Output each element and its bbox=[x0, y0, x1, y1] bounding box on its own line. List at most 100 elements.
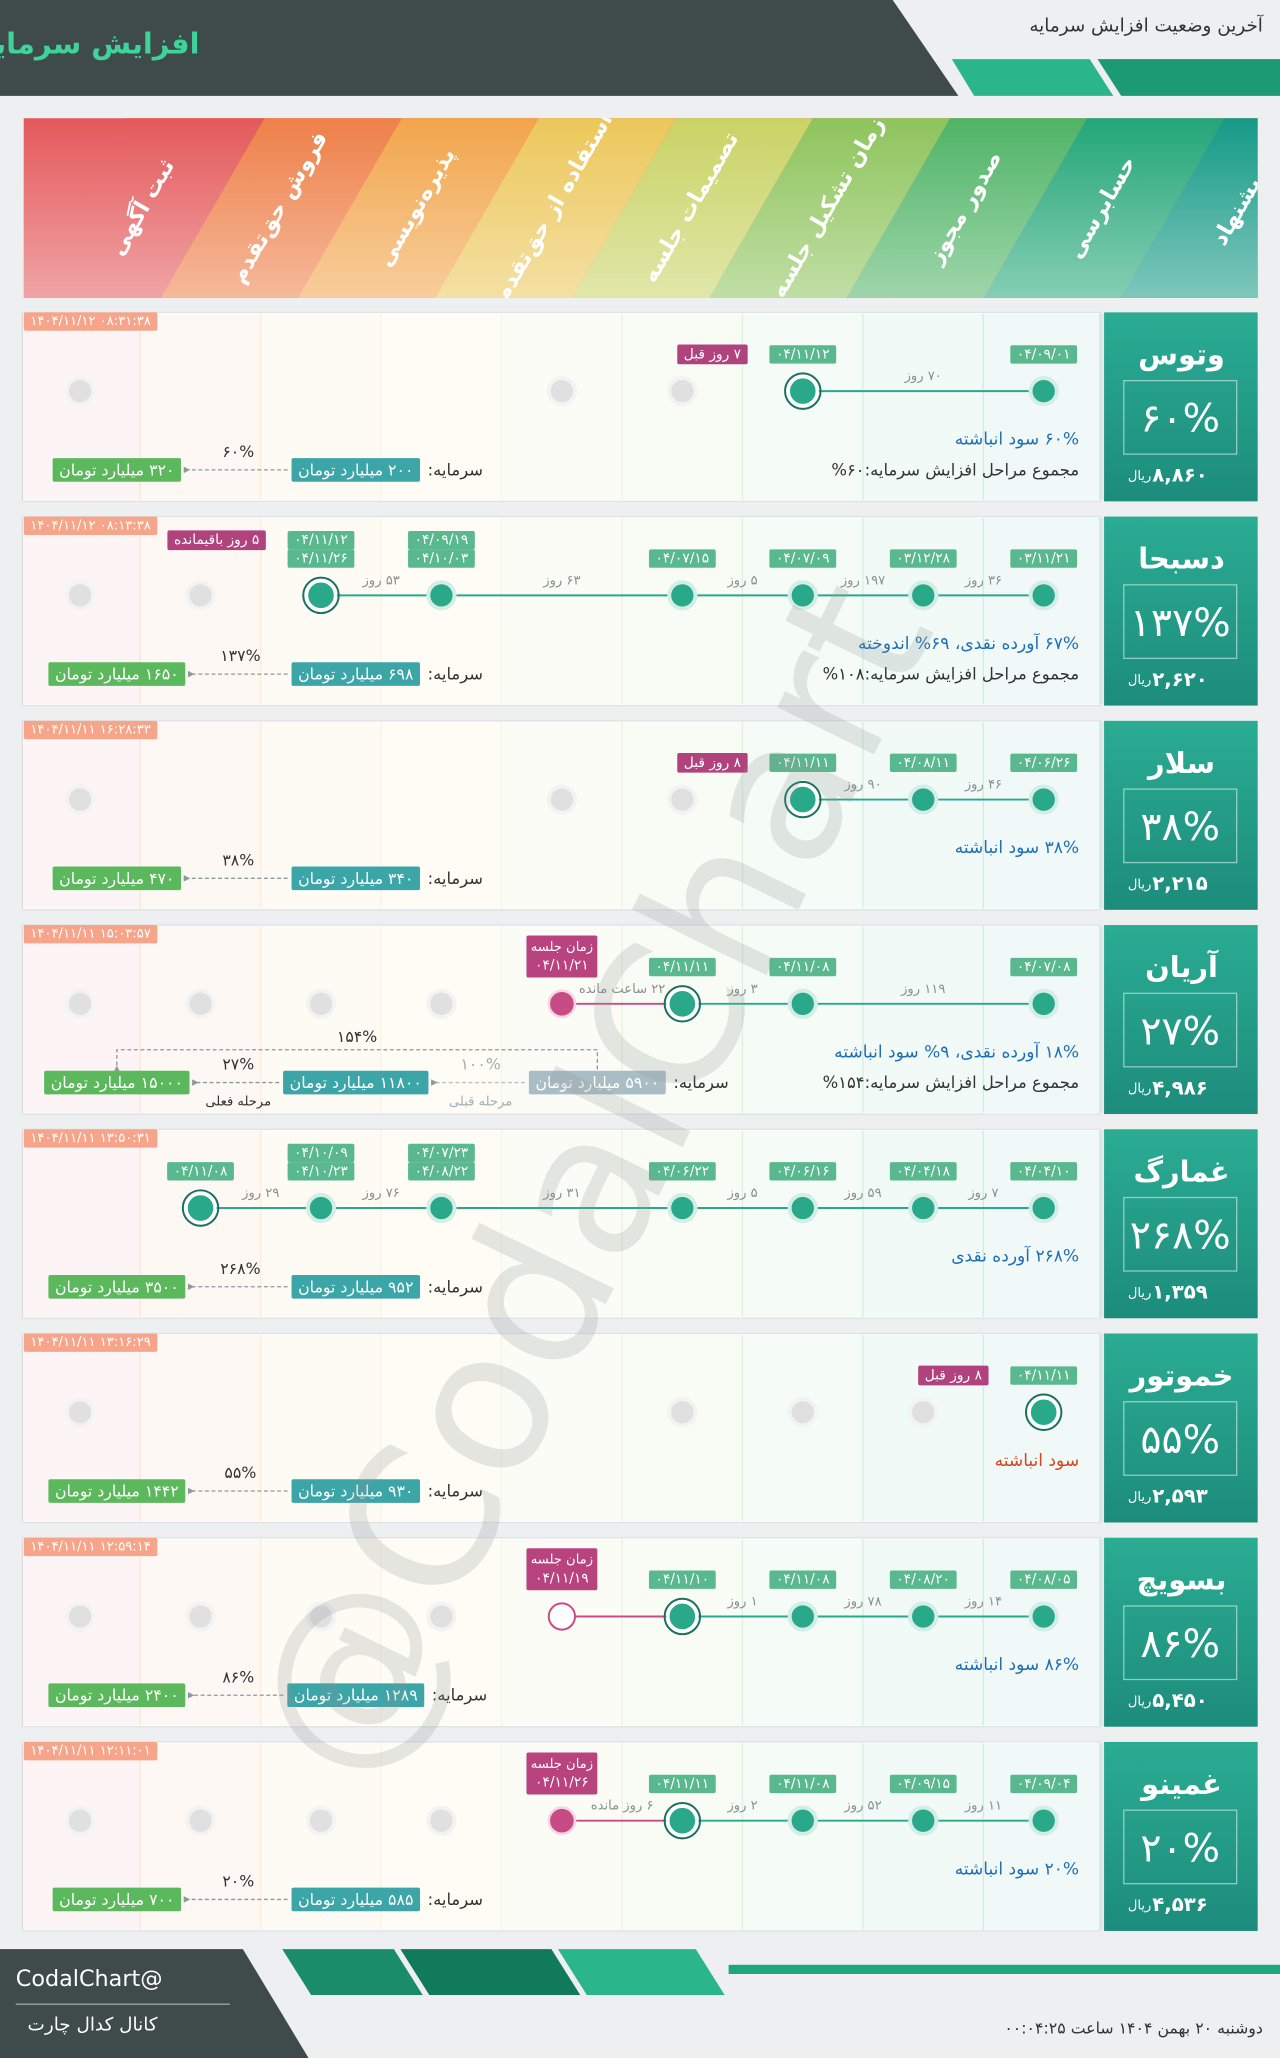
capital-increase: ۲۶۸% bbox=[220, 1259, 260, 1278]
meeting-box bbox=[526, 1752, 598, 1795]
date-label: ۰۴/۱۱/۱۱ bbox=[656, 959, 710, 975]
capital-amount-group: ۶۹۸ میلیارد تومان bbox=[291, 662, 421, 686]
date-label-box bbox=[648, 957, 716, 977]
date-label-box bbox=[769, 1774, 837, 1794]
meeting-date: ۰۴/۱۱/۲۶ bbox=[535, 1775, 589, 1791]
node-pending bbox=[64, 784, 96, 815]
date-label-box bbox=[889, 1774, 957, 1794]
price-unit: ریال bbox=[1128, 1490, 1152, 1505]
side-panel bbox=[1104, 1537, 1258, 1727]
node-done bbox=[908, 1192, 939, 1224]
capital-amount-group: ۱۴۴۲ میلیارد تومان bbox=[48, 1479, 186, 1503]
capital-amount: ۱۴۴۲ میلیارد تومان bbox=[55, 1482, 179, 1502]
date-label-box bbox=[408, 1162, 475, 1181]
node-pending bbox=[667, 784, 698, 815]
date-label-group: ۰۴/۱۱/۱۱ bbox=[648, 957, 716, 977]
date-label-group: ۰۴/۱۱/۱۰ bbox=[648, 1570, 716, 1589]
row-column-tint bbox=[621, 1130, 743, 1317]
capital-increase: ۸۶% bbox=[222, 1667, 254, 1686]
description: ۶۰% سود انباشته bbox=[955, 430, 1079, 450]
days-label: ۱۴ روز bbox=[964, 1595, 1002, 1610]
price-unit: ریال bbox=[1128, 1694, 1152, 1709]
capital-note: مرحله فعلی bbox=[205, 1095, 271, 1110]
node-pending bbox=[305, 1805, 337, 1836]
date-label: ۰۳/۱۱/۲۱ bbox=[1017, 551, 1071, 567]
timestamp-box bbox=[23, 1129, 158, 1148]
company-name: خموتور bbox=[1128, 1359, 1234, 1393]
capital-amount-box bbox=[48, 1683, 186, 1708]
date-label-box bbox=[889, 549, 957, 568]
node-pending bbox=[787, 1397, 818, 1428]
node-done bbox=[1028, 1805, 1059, 1836]
capital-amount-box bbox=[48, 1479, 186, 1503]
node-done bbox=[908, 784, 939, 815]
status-badge-box bbox=[677, 344, 748, 365]
footer-date: دوشنبه ۲۰ بهمن ۱۴۰۴ ساعت ۰۰:۰۴:۲۵ bbox=[1004, 2018, 1263, 2038]
row-column-tint bbox=[742, 926, 863, 1113]
timestamp: ۱۴۰۴/۱۱/۱۱ ۱۶:۲۸:۳۳ bbox=[30, 723, 150, 738]
node-done bbox=[426, 1192, 457, 1224]
date-label-box bbox=[1010, 549, 1078, 568]
date-label-group: ۰۴/۱۱/۲۶ bbox=[287, 549, 355, 568]
capital-amount-box bbox=[291, 458, 421, 482]
meeting-date: ۰۴/۱۱/۲۱ bbox=[535, 958, 589, 974]
row-column-tint bbox=[742, 1334, 863, 1522]
node-done bbox=[1028, 1601, 1059, 1632]
days-label: ۳ روز bbox=[726, 982, 757, 997]
date-label-box bbox=[889, 753, 957, 773]
node-pending bbox=[305, 1601, 337, 1632]
node-done bbox=[305, 1192, 337, 1224]
capital-amount: ۱۵۰۰۰ میلیارد تومان bbox=[51, 1073, 183, 1093]
side-panel bbox=[1104, 516, 1258, 706]
side-panel bbox=[1104, 720, 1258, 910]
date-label: ۰۳/۱۲/۲۸ bbox=[896, 551, 950, 567]
days-label: ۱۱ روز bbox=[964, 1799, 1002, 1814]
capital-note: مرحله قبلی bbox=[449, 1095, 512, 1110]
date-label-box bbox=[769, 1162, 837, 1181]
node-pending bbox=[64, 580, 96, 611]
capital-amount-box bbox=[291, 866, 421, 891]
days-label: ۱۹۷ روز bbox=[840, 573, 885, 588]
date-label-box bbox=[167, 1162, 234, 1181]
capital-amount-box bbox=[291, 1479, 421, 1503]
footer-stripe bbox=[557, 1949, 725, 1995]
price: ۲,۵۹۳ bbox=[1152, 1485, 1208, 1508]
date-label-box bbox=[1010, 1570, 1078, 1589]
meeting-date: ۰۴/۱۱/۱۹ bbox=[535, 1570, 589, 1586]
timestamp-group: ۱۴۰۴/۱۱/۱۱ ۱۵:۰۳:۵۷ bbox=[23, 925, 158, 944]
capital-amount-group: ۹۳۰ میلیارد تومان bbox=[291, 1479, 421, 1503]
date-label-group: ۰۴/۱۰/۰۹ bbox=[287, 1143, 355, 1163]
date-label: ۰۴/۱۱/۰۸ bbox=[776, 1572, 830, 1588]
price: ۵,۴۵۰ bbox=[1152, 1689, 1208, 1712]
timestamp-group: ۱۴۰۴/۱۱/۱۱ ۱۳:۱۶:۲۹ bbox=[23, 1333, 158, 1352]
capital-amount-box bbox=[291, 662, 421, 686]
date-label-group: ۰۳/۱۲/۲۸ bbox=[889, 549, 957, 568]
date-label-box bbox=[889, 1162, 957, 1181]
price-unit: ریال bbox=[1128, 1286, 1152, 1301]
capital-amount: ۹۵۲ میلیارد تومان bbox=[298, 1277, 413, 1297]
description: سود انباشته bbox=[995, 1451, 1080, 1471]
capital-amount-group: ۴۷۰ میلیارد تومان bbox=[52, 866, 182, 891]
row-column-tint bbox=[742, 517, 863, 705]
node-pending bbox=[64, 1601, 96, 1632]
percent-frame bbox=[1123, 379, 1238, 455]
header-band bbox=[0, 0, 959, 96]
days-label: ۱۱۹ روز bbox=[900, 982, 945, 997]
date-label-box bbox=[1010, 1774, 1078, 1794]
footer-handle: @CodalChart bbox=[16, 1966, 163, 1992]
side-panel bbox=[1104, 1741, 1258, 1931]
timestamp-box bbox=[23, 1537, 158, 1557]
date-label-box bbox=[648, 1774, 716, 1794]
row-column-tint bbox=[862, 1334, 984, 1522]
footer-channel: کانال کدال چارت bbox=[28, 2015, 158, 2036]
capital-amount-group: ۲۴۰۰ میلیارد تومان bbox=[48, 1683, 186, 1708]
company-percent: ۱۳۷% bbox=[1130, 600, 1231, 646]
status-badge-box bbox=[677, 752, 748, 773]
node-current bbox=[786, 783, 819, 816]
days-label: ۲۲ ساعت مانده bbox=[579, 982, 666, 997]
node-done bbox=[787, 1805, 818, 1836]
node-current bbox=[666, 987, 699, 1020]
company-name: وتوس bbox=[1138, 337, 1225, 371]
date-label-box bbox=[287, 549, 355, 568]
